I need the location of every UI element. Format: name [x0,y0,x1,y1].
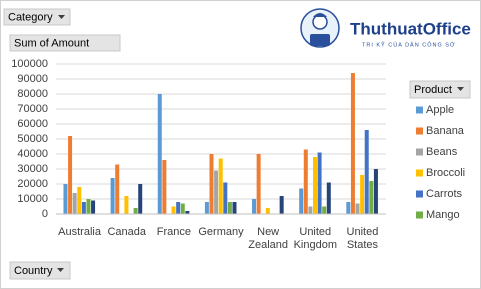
y-tick-label: 90000 [17,73,48,85]
x-tick-label: Canada [107,226,146,238]
legend-swatch [416,148,423,156]
legend-label: Banana [426,125,465,137]
bar [360,175,365,214]
bar [209,154,214,214]
bar [63,184,68,214]
bar [299,188,304,214]
y-tick-label: 0 [42,208,48,220]
legend-label: Broccoli [426,167,465,179]
y-tick-label: 50000 [17,133,48,145]
bar [232,202,237,214]
y-tick-label: 20000 [17,178,48,190]
x-tick-label: New Zealand [248,226,288,251]
legend-swatch [416,106,423,114]
legend-swatch [416,127,423,135]
bar [115,164,120,214]
bar [86,199,91,214]
bar [317,152,322,214]
bar [157,94,162,214]
bar [312,157,317,214]
legend-title: Product [414,84,452,96]
bar [138,184,143,214]
bar [303,149,308,214]
legend-swatch [416,211,423,219]
bar [227,202,232,214]
bar [68,136,73,214]
bar [72,193,77,214]
legend-swatch [416,190,423,198]
y-tick-label: 70000 [17,103,48,115]
y-tick-label: 80000 [17,88,48,100]
y-tick-label: 40000 [17,148,48,160]
bar [162,160,167,214]
bar [180,203,185,214]
legend-swatch [416,169,423,177]
bar [364,130,369,214]
bar [265,208,270,214]
legend-field-button[interactable]: Product [409,80,471,99]
bar [214,170,219,214]
bar [110,178,115,214]
y-tick-label: 10000 [17,193,48,205]
bar [350,73,355,214]
category-filter-button[interactable]: Category [3,8,71,26]
logo-title: ThuthuatOffice [350,19,471,38]
axis-field-button[interactable]: Country [9,261,71,280]
bar [176,202,181,214]
bar [81,202,86,214]
bar [346,202,351,214]
legend-label: Beans [426,146,458,158]
bar [223,182,228,214]
y-label: Sum of Amount [14,37,89,49]
bar [369,181,374,214]
bar [326,182,331,214]
legend-label: Carrots [426,188,463,200]
bar [218,158,223,214]
bar [91,200,96,214]
logo: ThuthuatOffice TRI KỸ CỦA DÂN CÔNG SỞ [300,8,471,48]
bar [133,208,138,214]
x-tick-label: United Kingdom [294,226,337,251]
x-tick-label: France [157,226,191,238]
legend-label: Apple [426,104,454,116]
bar [355,203,360,214]
y-tick-label: 100000 [11,58,48,70]
legend-label: Mango [426,209,460,221]
bar [171,206,176,214]
bar [77,187,82,214]
y-tick-label: 30000 [17,163,48,175]
bar [308,206,313,214]
bar [279,196,284,214]
filter-field: Category [8,11,53,23]
bar [322,206,327,214]
value-field-button[interactable]: Sum of Amount [9,34,121,52]
bar [185,211,190,214]
bar [124,196,129,214]
bar [373,169,378,214]
x-tick-label: Australia [58,226,102,238]
x-tick-label: United States [347,226,379,251]
y-tick-label: 60000 [17,118,48,130]
x-tick-label: Germany [198,226,244,238]
logo-tagline: TRI KỸ CỦA DÂN CÔNG SỞ [362,41,456,48]
x-field: Country [14,265,53,277]
bar [256,154,261,214]
bar [204,202,209,214]
bar [252,199,257,214]
